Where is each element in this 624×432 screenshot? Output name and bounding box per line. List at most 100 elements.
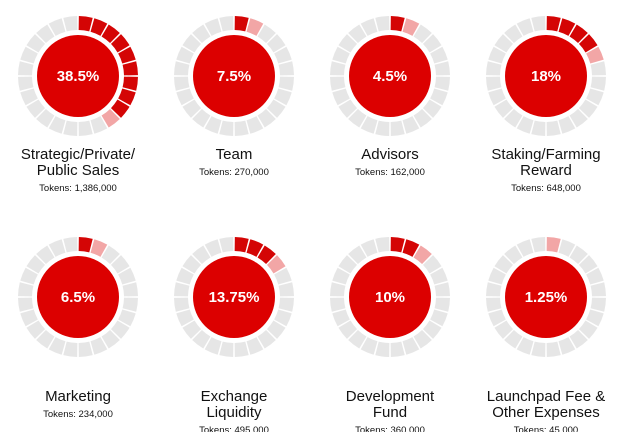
percentage-label: 10% (375, 289, 405, 306)
ring-segment (504, 245, 523, 265)
donut-center (193, 35, 275, 117)
ring-segment (348, 329, 367, 349)
ring-segment (101, 245, 120, 265)
ring-segment (504, 24, 523, 44)
token-count: Tokens: 360,000 (312, 425, 468, 432)
ring-segment (422, 99, 442, 118)
category-label: Advisors (361, 146, 419, 163)
ring-segment (176, 309, 194, 327)
tokens-value: 162,000 (390, 167, 425, 178)
token-count: Tokens: 270,000 (156, 167, 312, 178)
ring-segment (122, 282, 138, 297)
donut-center (193, 256, 275, 338)
ring-segment (78, 120, 93, 136)
ring-segment (182, 255, 202, 274)
donut-chart: 38.5% (18, 16, 138, 136)
ring-segment (434, 76, 450, 91)
ring-segment (118, 267, 136, 285)
ring-segment (266, 99, 286, 118)
ring-segment (118, 88, 136, 106)
token-count: Tokens: 45,000 (468, 425, 624, 432)
ring-segment (36, 24, 55, 44)
category-label: Exchange Liquidity (200, 388, 268, 421)
ring-segment (338, 34, 358, 53)
tokens-value: 648,000 (546, 183, 581, 194)
ring-segment (122, 297, 138, 312)
ring-segment (257, 108, 276, 128)
ring-segment (257, 329, 276, 349)
tokens-value: 495,000 (234, 425, 269, 432)
percentage-label: 18% (531, 68, 561, 85)
ring-segment (90, 18, 108, 36)
ring-segment (101, 108, 120, 128)
ring-segment (413, 245, 432, 265)
ring-segment (402, 18, 420, 36)
ring-segment (390, 341, 405, 357)
ring-segment (348, 24, 367, 44)
percentage-label: 4.5% (373, 68, 407, 85)
ring-segment (516, 239, 534, 257)
ring-segment (546, 237, 561, 253)
tokens-prefix: Tokens: (39, 183, 75, 194)
donut-center (505, 35, 587, 117)
ring-segment (434, 61, 450, 76)
ring-segment (578, 255, 598, 274)
ring-segment (274, 88, 292, 106)
ring-segment (586, 309, 604, 327)
ring-segment (204, 116, 222, 134)
category-label: Marketing (45, 388, 111, 405)
ring-segment (434, 297, 450, 312)
tokens-prefix: Tokens: (355, 425, 391, 432)
ring-segment (494, 320, 514, 339)
ring-segment (78, 16, 93, 32)
ring-segment (430, 267, 448, 285)
donut-chart: 7.5% (174, 16, 294, 136)
ring-segment (278, 297, 294, 312)
token-count: Tokens: 1,386,000 (0, 183, 156, 194)
ring-segment (558, 239, 576, 257)
ring-segment (360, 337, 378, 355)
donut-chart: 1.25% (486, 237, 606, 357)
ring-segment (360, 116, 378, 134)
donut-chart: 4.5% (330, 16, 450, 136)
ring-segment (266, 320, 286, 339)
tokens-value: 360,000 (390, 425, 425, 432)
allocation-card: 10% Development Fund Tokens: 360,000 (312, 235, 468, 432)
ring-segment (413, 108, 432, 128)
ring-segment (402, 239, 420, 257)
ring-segment (234, 16, 249, 32)
ring-segment (413, 24, 432, 44)
ring-segment (348, 245, 367, 265)
ring-segment (590, 297, 606, 312)
ring-segment (219, 341, 234, 357)
ring-segment (90, 116, 108, 134)
ring-segment (78, 237, 93, 253)
tokens-prefix: Tokens: (513, 425, 550, 432)
ring-segment (110, 320, 130, 339)
ring-segment (390, 237, 405, 253)
donut-chart: 6.5% (18, 237, 138, 357)
ring-segment (63, 341, 78, 357)
ring-segment (274, 309, 292, 327)
ring-segment (338, 99, 358, 118)
ring-segment (110, 255, 130, 274)
ring-segment (330, 282, 346, 297)
ring-segment (90, 239, 108, 257)
ring-segment (174, 297, 190, 312)
ring-segment (219, 16, 234, 32)
ring-segment (488, 46, 506, 64)
donut-chart: 18% (486, 16, 606, 136)
tokens-prefix: Tokens: (199, 425, 235, 432)
ring-segment (494, 255, 514, 274)
ring-segment (578, 99, 598, 118)
ring-segment (174, 282, 190, 297)
ring-segment (413, 329, 432, 349)
ring-segment (246, 337, 264, 355)
ring-segment (590, 76, 606, 91)
ring-segment (110, 99, 130, 118)
percentage-label: 7.5% (217, 68, 251, 85)
ring-segment (360, 18, 378, 36)
ring-segment (204, 18, 222, 36)
ring-segment (63, 237, 78, 253)
